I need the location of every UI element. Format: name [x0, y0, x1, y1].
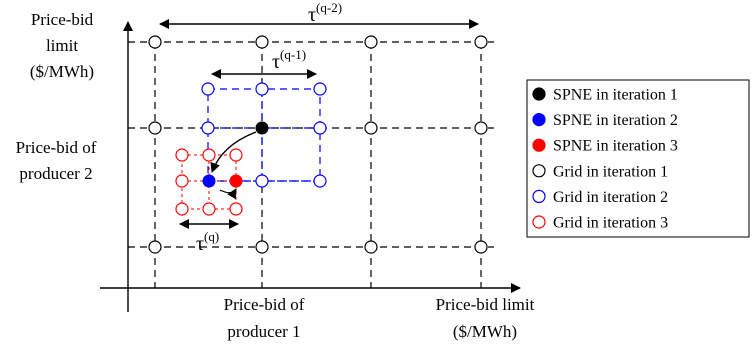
spne-iteration-1-point [255, 121, 269, 135]
legend-marker-1 [532, 87, 546, 101]
spne-iteration-3-point [229, 174, 243, 188]
grid-iteration-3-points [175, 148, 243, 216]
spne-iteration-2-point [202, 174, 216, 188]
grid-iteration-1-lines [128, 41, 494, 288]
tau-q2-label: τ(q-2) [308, 0, 342, 26]
x-limit-label-line2: ($/MWh) [453, 322, 517, 341]
legend-box [526, 79, 750, 238]
legend-label-5: Grid in iteration 2 [553, 189, 668, 206]
x-limit-label-line1: Price-bid limit [436, 295, 535, 314]
x-axis-labels: Price-bid of producer 1 Price-bid limit … [224, 295, 535, 341]
y-limit-label-line2: limit [46, 36, 78, 55]
legend-label-3: SPNE in iteration 3 [553, 138, 678, 155]
iteration-1-to-2-arrow [210, 131, 257, 173]
legend-marker-3 [532, 138, 546, 152]
y-limit-label-line3: ($/MWh) [30, 62, 94, 81]
y-producer-label-line2: producer 2 [19, 164, 92, 183]
y-producer-label-line1: Price-bid of [16, 138, 97, 157]
legend-marker-5 [532, 189, 546, 203]
tau-q1-label: τ(q-1) [272, 47, 306, 73]
grid-iteration-2-points [201, 82, 327, 188]
legend-marker-4 [532, 164, 546, 178]
legend-label-1: SPNE in iteration 1 [553, 87, 678, 104]
iteration-2-to-3-arrow [219, 188, 237, 200]
y-limit-label-line1: Price-bid [31, 10, 94, 29]
legend-label-6: Grid in iteration 3 [553, 215, 668, 232]
axes [100, 21, 521, 312]
legend: SPNE in iteration 1 SPNE in iteration 2 SP… [526, 79, 750, 238]
tau-q-label: τ(q) [196, 229, 219, 255]
legend-label-4: Grid in iteration 1 [553, 163, 668, 180]
x-producer-label-line1: Price-bid of [224, 295, 305, 314]
y-axis-labels: Price-bid limit ($/MWh) Price-bid of pro… [16, 10, 97, 183]
legend-label-2: SPNE in iteration 2 [553, 112, 678, 129]
x-producer-label-line2: producer 1 [227, 322, 300, 341]
legend-marker-2 [532, 112, 546, 127]
legend-marker-6 [532, 215, 546, 229]
grid-iteration-2-lines [207, 88, 321, 182]
grid-iteration-1-points [148, 35, 488, 254]
